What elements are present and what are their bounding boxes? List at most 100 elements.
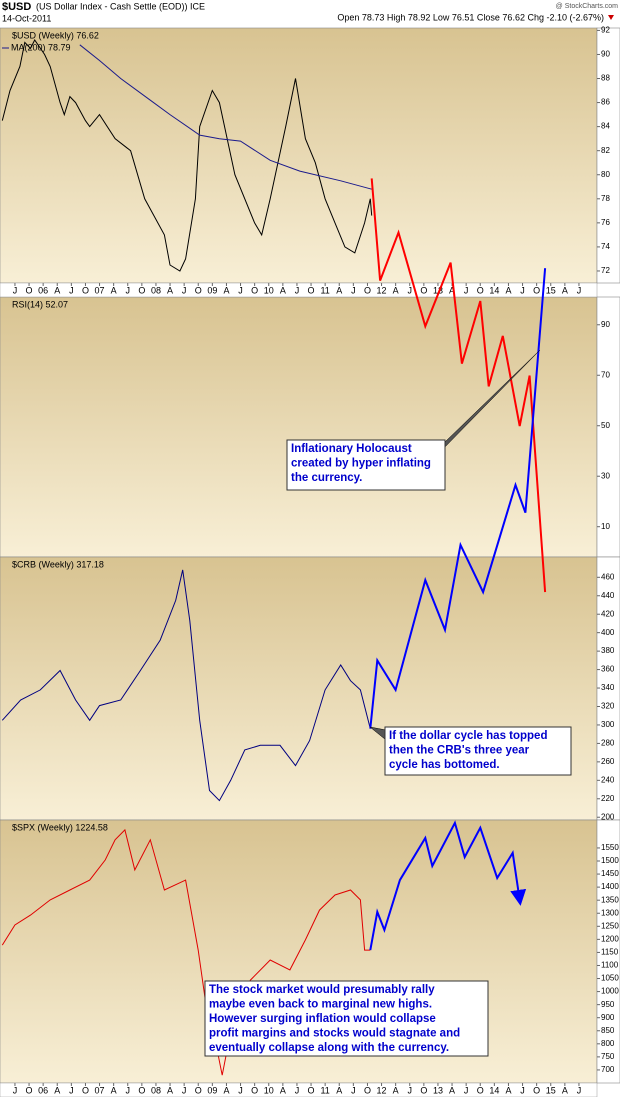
y-tick-label: 1400 <box>601 882 619 891</box>
x-tick-label: J <box>577 1085 582 1095</box>
x-tick-label: J <box>520 285 525 295</box>
x-tick-label: J <box>69 285 74 295</box>
x-tick-label: J <box>13 1085 18 1095</box>
annotation-box <box>286 439 446 491</box>
annotation-text: If the dollar cycle has topped <box>389 730 547 742</box>
x-tick-label: O <box>533 285 540 295</box>
annotation-text: profit margins and stocks would stagnate… <box>209 1028 460 1040</box>
stats: Open 78.73 High 78.92 Low 76.51 Close 76… <box>337 12 604 22</box>
x-tick-label: A <box>336 1085 342 1095</box>
x-tick-label: A <box>449 1085 455 1095</box>
series-line <box>369 268 547 729</box>
x-tick-label: A <box>562 285 568 295</box>
annotation-text: cycle has bottomed. <box>389 759 500 771</box>
series-line <box>370 178 547 593</box>
y-tick-label: 82 <box>601 146 610 155</box>
x-tick-label: O <box>308 285 315 295</box>
panel-bg <box>0 556 598 821</box>
x-tick-label: A <box>223 285 229 295</box>
x-tick-label: A <box>505 1085 511 1095</box>
x-tick-label: J <box>238 1085 243 1095</box>
panel-label: $CRB (Weekly) 317.18 <box>12 559 104 569</box>
y-tick-label: 84 <box>601 122 610 131</box>
x-tick-label: 15 <box>546 285 556 295</box>
x-tick-label: A <box>393 285 399 295</box>
x-tick-label: 14 <box>489 285 499 295</box>
x-axis-strip <box>0 1082 598 1097</box>
annotation-text: However surging inflation would collapse <box>209 1013 436 1025</box>
y-tick-label: 320 <box>601 702 615 711</box>
x-tick-label: O <box>82 285 89 295</box>
x-tick-label: J <box>125 285 130 295</box>
series-line <box>1 569 371 802</box>
y-tick-label: 380 <box>601 646 615 655</box>
x-tick-label: O <box>420 285 427 295</box>
x-tick-label: A <box>223 1085 229 1095</box>
y-tick-label: 1300 <box>601 908 619 917</box>
y-tick-label: 90 <box>601 320 610 329</box>
y-tick-label: 72 <box>601 266 610 275</box>
panels: 72 74 76 78 80 82 84 86 88 90 92 $USD (Weekly) 76.6… <box>0 26 620 1097</box>
x-tick-label: A <box>505 285 511 295</box>
y-tick-label: 10 <box>601 522 610 531</box>
credit: @ StockCharts.com <box>556 3 619 10</box>
y-tick-label: 92 <box>601 26 610 35</box>
down-icon <box>608 15 614 20</box>
symbol: $USD <box>2 1 31 13</box>
x-tick-label: 12 <box>377 285 387 295</box>
x-tick-label: 07 <box>95 1085 105 1095</box>
y-tick-label: 30 <box>601 471 610 480</box>
annotation-text: maybe even back to marginal new highs. <box>209 999 432 1011</box>
x-tick-label: A <box>562 1085 568 1095</box>
y-tick-label: 86 <box>601 98 610 107</box>
x-tick-label: A <box>167 1085 173 1095</box>
y-tick-label: 440 <box>601 591 615 600</box>
x-tick-label: O <box>26 1085 33 1095</box>
x-tick-label: O <box>364 285 371 295</box>
axis-bg <box>596 819 620 1084</box>
x-tick-label: J <box>69 1085 74 1095</box>
y-tick-label: 300 <box>601 720 615 729</box>
y-tick-label: 78 <box>601 194 610 203</box>
panel-bg <box>0 27 598 284</box>
axis-bg <box>596 27 620 284</box>
y-tick-label: 200 <box>601 812 615 821</box>
x-tick-label: 07 <box>95 285 105 295</box>
x-tick-label: 10 <box>264 285 274 295</box>
x-tick-label: O <box>195 285 202 295</box>
x-tick-label: O <box>82 1085 89 1095</box>
x-tick-label: 10 <box>264 1085 274 1095</box>
y-tick-label: 240 <box>601 775 615 784</box>
date: 14-Oct-2011 <box>2 13 51 23</box>
annotation-text: then the CRB's three year <box>389 745 530 757</box>
x-tick-label: O <box>138 1085 145 1095</box>
x-tick-label: J <box>182 285 187 295</box>
x-tick-label: O <box>308 1085 315 1095</box>
lines <box>1 39 547 1076</box>
x-tick-label: 08 <box>151 285 161 295</box>
annotation-text: created by hyper inflating <box>291 458 431 470</box>
x-tick-label: A <box>280 1085 286 1095</box>
y-tick-label: 90 <box>601 50 610 59</box>
x-tick-label: A <box>280 285 286 295</box>
x-tick-label: J <box>295 285 300 295</box>
x-tick-label: A <box>111 285 117 295</box>
series-line <box>1 828 371 1076</box>
annotation-box <box>204 980 489 1057</box>
x-tick-label: A <box>449 285 455 295</box>
x-tick-label: O <box>26 285 33 295</box>
x-tick-label: 13 <box>433 285 443 295</box>
y-tick-label: 1000 <box>601 987 619 996</box>
annotation-text: the currency. <box>291 472 362 484</box>
x-tick-label: O <box>138 285 145 295</box>
x-tick-label: A <box>54 1085 60 1095</box>
x-tick-label: 09 <box>207 285 217 295</box>
annotation-text: eventually collapse along with the curre… <box>209 1042 449 1054</box>
series-line <box>1 39 373 272</box>
x-tick-label: J <box>125 1085 130 1095</box>
y-tick-label: 850 <box>601 1026 615 1035</box>
y-tick-label: 1050 <box>601 974 619 983</box>
x-tick-label: A <box>111 1085 117 1095</box>
x-tick-label: J <box>464 1085 469 1095</box>
annotation-text: The stock market would presumably rally <box>209 984 435 996</box>
